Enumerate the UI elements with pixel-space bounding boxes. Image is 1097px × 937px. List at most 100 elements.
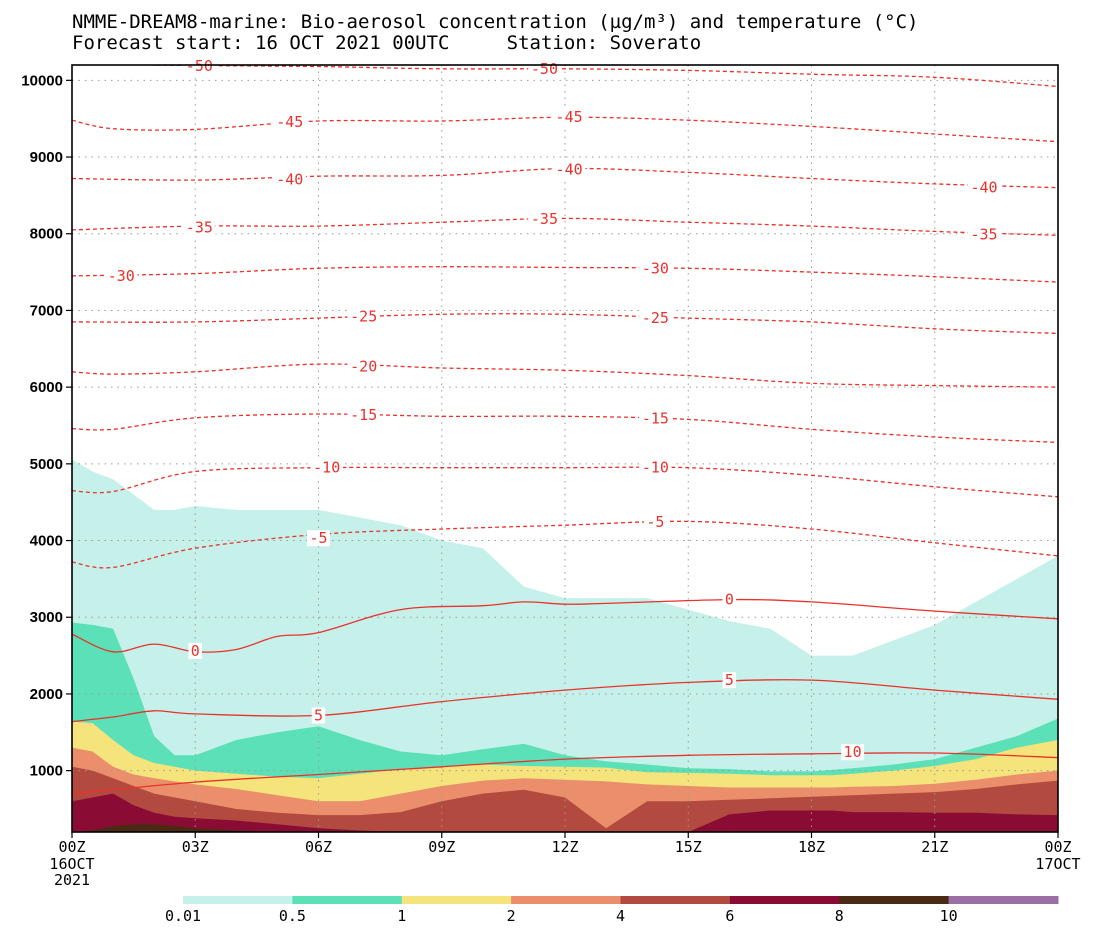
- isoline--35: [72, 217, 1058, 236]
- isoline--20: [72, 363, 1058, 388]
- isoline--45: [72, 116, 1058, 143]
- colorbar-segment: [183, 896, 293, 904]
- contour-label: -40: [556, 160, 583, 178]
- y-tick-label: 10000: [21, 72, 63, 89]
- y-tick-label: 1000: [30, 763, 63, 780]
- aerosol-band-6: [72, 793, 1058, 832]
- contour-label: -30: [108, 267, 135, 285]
- contour-label-bg: [639, 459, 672, 476]
- contour-label: -35: [531, 210, 558, 228]
- isoline--15: [72, 413, 1058, 444]
- contour-label: -15: [642, 410, 669, 428]
- y-tick-label: 8000: [30, 226, 63, 243]
- isoline--10: [72, 466, 1058, 498]
- contour-label: 5: [725, 671, 734, 689]
- colorbar-label: 4: [616, 907, 625, 925]
- contour-label-bg: [639, 410, 672, 427]
- x-tick-label: 12Z: [551, 838, 578, 856]
- contour-label: -15: [350, 406, 377, 424]
- y-tick-label: 5000: [30, 456, 63, 473]
- contour-label-bg: [273, 171, 306, 188]
- x-tick-label: 00Z: [1044, 838, 1071, 856]
- contour-label-bg: [639, 310, 672, 327]
- colorbar-segment: [292, 896, 403, 904]
- y-tick-label: 4000: [30, 533, 63, 550]
- chart-subtitle: Forecast start: 16 OCT 2021 00UTC Statio…: [72, 32, 702, 54]
- contour-label-bg: [183, 219, 216, 236]
- colorbar-segment: [511, 896, 621, 904]
- contour-label-bg: [188, 642, 202, 659]
- x-tick-label: 03Z: [182, 838, 209, 856]
- contour-label-bg: [643, 514, 667, 531]
- isoline-10: [72, 752, 1058, 795]
- colorbar-label: 6: [725, 907, 734, 925]
- x-tick-label: 15Z: [675, 838, 702, 856]
- contour-label-bg: [347, 406, 380, 423]
- isoline-5: [72, 679, 1058, 723]
- contour-label: -40: [276, 170, 303, 188]
- contour-label: -10: [313, 459, 340, 477]
- colorbar-segment: [401, 896, 512, 904]
- contour-label: 10: [844, 743, 862, 761]
- isoline--25: [72, 313, 1058, 335]
- contour-label-bg: [722, 591, 737, 608]
- contour-label: -5: [309, 529, 327, 547]
- grid-lines: [72, 65, 1058, 832]
- contour-label: 0: [191, 642, 200, 660]
- contour-label: -45: [556, 108, 583, 126]
- contour-label-bg: [722, 672, 737, 689]
- contour-label: -45: [276, 113, 303, 131]
- x-tick-sublabel: 16OCT: [49, 855, 94, 873]
- colorbar-label: 0.01: [165, 907, 201, 925]
- contour-label: 0: [725, 591, 734, 609]
- colorbar-label: 1: [397, 907, 406, 925]
- contour-label-bg: [347, 308, 380, 325]
- bio-aerosol-fills: [72, 459, 1058, 832]
- x-tick-label: 06Z: [305, 838, 332, 856]
- contour-label: -35: [971, 226, 998, 244]
- contour-label-bg: [307, 530, 330, 547]
- contour-label-bg: [528, 211, 561, 228]
- colorbar-segment: [839, 896, 950, 904]
- chart-title: NMME-DREAM8-marine: Bio-aerosol concentr…: [72, 11, 919, 33]
- contour-label: -20: [350, 357, 377, 375]
- contour-label: -5: [646, 513, 664, 531]
- colorbar-segment: [620, 896, 731, 904]
- x-tick-sublabel: 2021: [54, 871, 90, 889]
- colorbar-label: 8: [835, 907, 844, 925]
- contour-label-bg: [841, 744, 865, 761]
- contour-label-bg: [311, 707, 326, 724]
- colorbar-segment: [729, 896, 840, 904]
- contour-label: -35: [186, 219, 213, 237]
- contour-label-bg: [347, 358, 380, 375]
- contour-label: -10: [642, 459, 669, 477]
- colorbar: 0.01 0.5 1 2 4 6 8 10: [165, 896, 1059, 925]
- y-axis: 1000 2000 3000 4000 5000 6000 7000 8000 9000 1000…: [21, 72, 72, 780]
- y-tick-label: 2000: [30, 686, 63, 703]
- y-tick-label: 7000: [30, 302, 63, 319]
- contour-label: -40: [971, 179, 998, 197]
- x-tick-label: 18Z: [798, 838, 825, 856]
- x-tick-label: 21Z: [921, 838, 948, 856]
- colorbar-label: 2: [507, 907, 516, 925]
- contour-label-bg: [552, 161, 586, 178]
- contour-label-bg: [310, 459, 343, 476]
- contour-label: -50: [531, 60, 558, 78]
- x-tick-label: 09Z: [428, 838, 455, 856]
- contour-label-bg: [552, 109, 586, 126]
- contour-label: -25: [350, 308, 377, 326]
- colorbar-segment: [948, 896, 1059, 904]
- contour-label: -25: [642, 309, 669, 327]
- contour-label-bg: [105, 267, 138, 284]
- x-tick-label: 00Z: [58, 838, 85, 856]
- colorbar-label: 10: [940, 907, 958, 925]
- contour-label-bg: [273, 113, 306, 130]
- contour-label-bg: [639, 260, 672, 277]
- contour-label-bg: [967, 226, 1001, 243]
- y-tick-label: 3000: [30, 609, 63, 626]
- colorbar-label: 0.5: [279, 907, 306, 925]
- isoline--30: [72, 266, 1058, 283]
- y-tick-label: 6000: [30, 379, 63, 396]
